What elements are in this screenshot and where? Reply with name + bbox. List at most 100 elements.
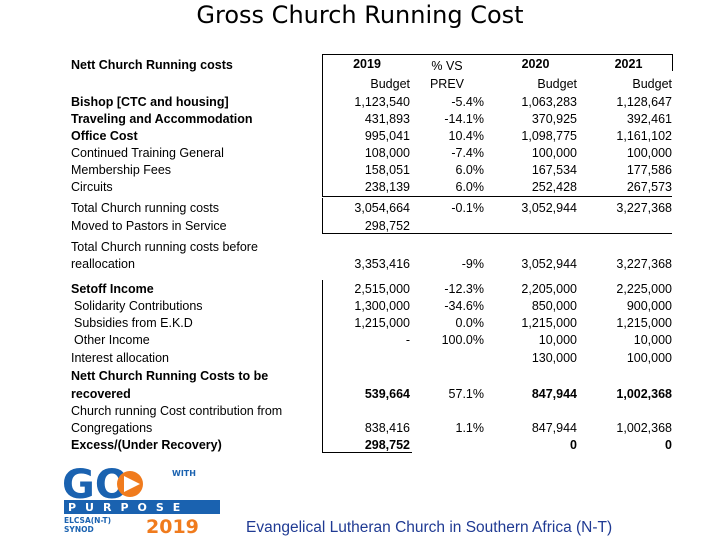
table-border-left-3 <box>322 280 323 452</box>
cell-2020: 1,098,775 <box>521 129 577 143</box>
cell-2019: 995,041 <box>364 129 410 143</box>
header-pct-line2: PREV <box>429 77 465 91</box>
cell-2021: 177,586 <box>626 163 672 177</box>
cell-2020: 1,063,283 <box>521 95 577 109</box>
row-label-total-before-2: reallocation <box>71 257 135 271</box>
cell-2020: 10,000 <box>538 333 577 347</box>
row-label-moved-pastors: Moved to Pastors in Service <box>71 219 227 233</box>
cell-2020: 252,428 <box>531 180 577 194</box>
footer-church-name: Evangelical Lutheran Church in Southern … <box>246 519 613 536</box>
cell-2021: 2,225,000 <box>616 282 672 296</box>
table-rule-3 <box>322 452 412 453</box>
cell-pct: 6.0% <box>455 163 485 177</box>
cell-2020: 130,000 <box>531 351 577 365</box>
table-border-left-2 <box>322 198 323 233</box>
header-2020-sub: Budget <box>537 77 577 91</box>
row-label-excess: Excess/(Under Recovery) <box>71 438 222 452</box>
header-pct-line1: % VS <box>431 59 463 73</box>
cell-2019: - <box>405 333 410 347</box>
header-2019-sub: Budget <box>370 77 410 91</box>
logo-with: WITH <box>172 469 196 478</box>
table-rule-1 <box>322 196 672 197</box>
cell-2020: 2,205,000 <box>521 282 577 296</box>
cell-2019: 298,752 <box>364 219 410 233</box>
cell-pct: 57.1% <box>448 387 484 401</box>
logo-year: 2019 <box>146 516 199 534</box>
row-label-other-income: Other Income <box>74 333 150 347</box>
row-label-nett-recovered-2: recovered <box>71 387 131 401</box>
cell-2021: 267,573 <box>626 180 672 194</box>
logo-play-icon <box>124 476 140 492</box>
row-label-membership: Membership Fees <box>71 163 172 177</box>
cell-2021: 100,000 <box>626 351 672 365</box>
cell-2020: 3,052,944 <box>521 257 577 271</box>
row-label-total-running: Total Church running costs <box>71 201 219 215</box>
header-row-label: Nett Church Running costs <box>71 58 233 72</box>
cell-2020: 3,052,944 <box>521 201 577 215</box>
cell-2020: 167,534 <box>531 163 577 177</box>
cell-2019: 1,215,000 <box>354 316 410 330</box>
cell-2020: 847,944 <box>531 421 577 435</box>
cell-pct: 6.0% <box>455 180 485 194</box>
cell-pct: 1.1% <box>455 421 485 435</box>
logo-synod: SYNOD <box>64 525 94 534</box>
page-title: Gross Church Running Cost <box>196 1 524 29</box>
row-label-travel: Traveling and Accommodation <box>71 112 253 126</box>
cell-2021: 3,227,368 <box>616 201 672 215</box>
row-label-circuits: Circuits <box>71 180 113 194</box>
row-label-interest: Interest allocation <box>71 351 169 365</box>
cell-2019: 3,353,416 <box>354 257 410 271</box>
cell-2020: 847,944 <box>531 387 577 401</box>
table-border-top <box>322 54 672 55</box>
cell-pct: 0.0% <box>455 316 485 330</box>
cell-2020: 1,215,000 <box>521 316 577 330</box>
cell-pct: 100.0% <box>441 333 484 347</box>
logo-elcsa: ELCSA(N-T) <box>64 516 111 525</box>
cell-2019: 3,054,664 <box>354 201 410 215</box>
table-rule-2 <box>322 233 672 234</box>
cell-2019: 2,515,000 <box>354 282 410 296</box>
cell-2020: 370,925 <box>531 112 577 126</box>
cell-pct: -12.3% <box>444 282 484 296</box>
cell-2019: 158,051 <box>364 163 410 177</box>
cell-pct: -34.6% <box>444 299 484 313</box>
header-2020-year: 2020 <box>521 57 550 71</box>
logo-purpose: PURPOSE <box>68 501 189 514</box>
cell-pct: 10.4% <box>448 129 484 143</box>
cell-pct: -14.1% <box>444 112 484 126</box>
cell-2020: 100,000 <box>531 146 577 160</box>
cell-2019: 1,300,000 <box>354 299 410 313</box>
cell-2020: 0 <box>570 438 577 452</box>
cell-2021: 392,461 <box>626 112 672 126</box>
table-border-right-top <box>672 54 673 71</box>
row-label-nett-recovered: Nett Church Running Costs to be <box>71 369 269 383</box>
header-2021-year: 2021 <box>614 57 643 71</box>
row-label-training: Continued Training General <box>71 146 224 160</box>
cell-2019: 298,752 <box>364 438 410 452</box>
cell-2021: 10,000 <box>633 333 672 347</box>
logo-purpose-band <box>64 500 220 514</box>
cell-pct: -5.4% <box>451 95 484 109</box>
cell-2019: 539,664 <box>364 387 410 401</box>
cell-2020: 850,000 <box>531 299 577 313</box>
cell-2021: 100,000 <box>626 146 672 160</box>
row-label-total-before: Total Church running costs before <box>71 240 258 254</box>
cell-2021: 0 <box>665 438 672 452</box>
cell-2021: 900,000 <box>626 299 672 313</box>
cell-2021: 1,161,102 <box>616 129 672 143</box>
cell-2019: 238,139 <box>364 180 410 194</box>
cell-2019: 838,416 <box>364 421 410 435</box>
row-label-solidarity: Solidarity Contributions <box>74 299 203 313</box>
cell-2019: 1,123,540 <box>354 95 410 109</box>
cell-2021: 3,227,368 <box>616 257 672 271</box>
cell-2021: 1,002,368 <box>616 421 672 435</box>
row-label-contribution: Church running Cost contribution from <box>71 404 283 418</box>
row-label-setoff: Setoff Income <box>71 282 154 296</box>
header-2019-year: 2019 <box>353 57 381 71</box>
cell-2019: 431,893 <box>364 112 410 126</box>
cell-2021: 1,215,000 <box>616 316 672 330</box>
row-label-bishop: Bishop [CTC and housing] <box>71 95 229 109</box>
row-label-contribution-2: Congregations <box>71 421 153 435</box>
cell-pct: -0.1% <box>451 201 484 215</box>
row-label-office: Office Cost <box>71 129 138 143</box>
